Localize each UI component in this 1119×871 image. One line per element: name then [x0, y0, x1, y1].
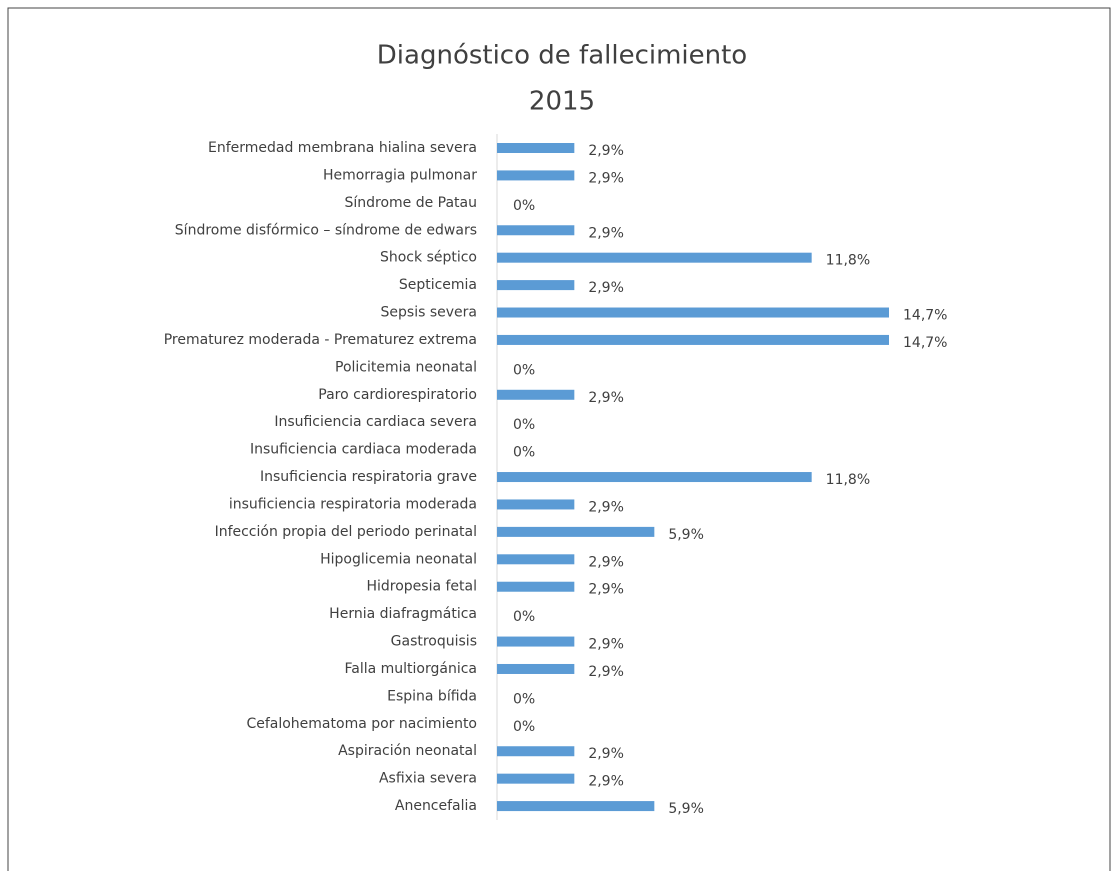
- bar: [497, 746, 575, 757]
- category-label: Anencefalia: [395, 798, 477, 814]
- category-label: Espina bífida: [387, 688, 477, 704]
- data-label: 2,9%: [588, 280, 624, 296]
- category-label: Hernia diafragmática: [329, 606, 477, 622]
- category-label: Septicemia: [399, 277, 477, 293]
- category-label: Asfixia severa: [379, 771, 477, 787]
- category-label: Síndrome disfórmico – síndrome de edwars: [175, 222, 477, 238]
- chart-title: Diagnóstico de fallecimiento: [377, 41, 747, 71]
- data-label: 0%: [513, 417, 535, 433]
- bar: [497, 636, 575, 647]
- category-label: Insuficiencia respiratoria grave: [260, 469, 477, 485]
- category-label: Infección propia del periodo perinatal: [215, 524, 477, 540]
- bar: [497, 526, 655, 537]
- category-label: Síndrome de Patau: [344, 195, 477, 211]
- category-label: Insuficiencia cardiaca severa: [274, 414, 477, 430]
- bar: [497, 801, 655, 812]
- category-label: Sepsis severa: [381, 305, 477, 321]
- data-label: 2,9%: [588, 746, 624, 762]
- category-label: Shock séptico: [380, 250, 477, 266]
- category-label: Hemorragia pulmonar: [323, 167, 477, 183]
- bar: [497, 170, 575, 181]
- data-label: 2,9%: [588, 582, 624, 598]
- data-label: 2,9%: [588, 637, 624, 653]
- data-label: 0%: [513, 719, 535, 735]
- data-label: 2,9%: [588, 225, 624, 241]
- bar: [497, 143, 575, 153]
- chart-subtitle: 2015: [529, 87, 595, 117]
- category-label: Hidropesia fetal: [366, 579, 477, 595]
- data-label: 0%: [513, 691, 535, 707]
- bar: [497, 554, 575, 565]
- category-label: Prematurez moderada - Prematurez extrema: [164, 332, 477, 348]
- bar: [497, 581, 575, 592]
- data-label: 11,8%: [826, 253, 870, 269]
- bar: [497, 252, 812, 263]
- bar: [497, 334, 889, 345]
- data-label: 2,9%: [588, 170, 624, 186]
- bar: [497, 773, 575, 784]
- bar: [497, 389, 575, 400]
- bar: [497, 499, 575, 510]
- category-label: Gastroquisis: [391, 634, 477, 650]
- data-label: 11,8%: [826, 472, 870, 488]
- data-label: 2,9%: [588, 554, 624, 570]
- data-label: 2,9%: [588, 143, 624, 159]
- category-label: Policitemia neonatal: [335, 359, 477, 375]
- category-label: Enfermedad membrana hialina severa: [208, 140, 477, 156]
- bar: [497, 307, 889, 318]
- category-label: Paro cardiorespiratorio: [318, 387, 477, 403]
- data-label: 5,9%: [668, 801, 704, 817]
- bar: [497, 663, 575, 674]
- data-label: 2,9%: [588, 499, 624, 515]
- category-label: Aspiración neonatal: [338, 743, 477, 759]
- chart-frame: [7, 7, 1111, 871]
- data-label: 0%: [513, 609, 535, 625]
- category-label: Cefalohematoma por nacimiento: [246, 716, 477, 732]
- data-label: 2,9%: [588, 390, 624, 406]
- category-label: Insuficiencia cardiaca moderada: [250, 442, 477, 458]
- data-label: 0%: [513, 445, 535, 461]
- category-label: Hipoglicemia neonatal: [320, 551, 477, 567]
- data-label: 14,7%: [903, 308, 947, 324]
- bar: [497, 280, 575, 291]
- data-label: 2,9%: [588, 664, 624, 680]
- data-label: 5,9%: [668, 527, 704, 543]
- data-label: 14,7%: [903, 335, 947, 351]
- bar: [497, 472, 812, 483]
- bar: [497, 225, 575, 236]
- category-label: insuficiencia respiratoria moderada: [229, 496, 477, 512]
- data-label: 0%: [513, 198, 535, 214]
- data-label: 0%: [513, 362, 535, 378]
- data-label: 2,9%: [588, 774, 624, 790]
- category-label: Falla multiorgánica: [344, 661, 477, 677]
